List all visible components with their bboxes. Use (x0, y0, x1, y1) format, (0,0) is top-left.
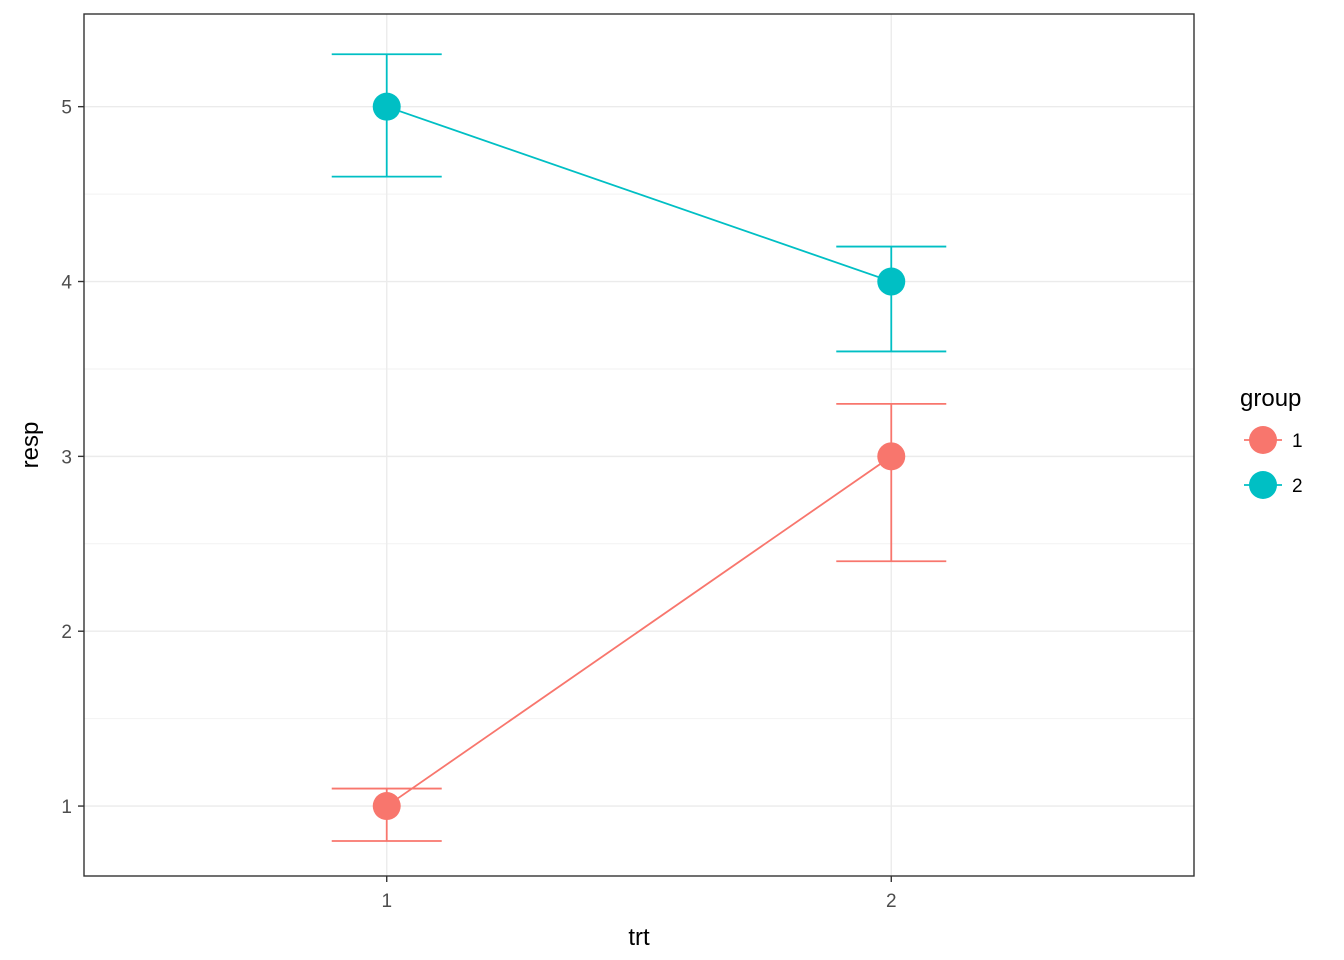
legend: group 12 (1240, 385, 1303, 499)
legend-key-point (1249, 471, 1277, 499)
series-layer (331, 53, 947, 842)
series-2 (331, 53, 947, 353)
data-point (877, 267, 906, 296)
legend-items: 12 (1244, 426, 1303, 499)
data-point (372, 92, 401, 121)
series-line (386, 105, 892, 283)
legend-item-2: 2 (1244, 471, 1303, 499)
plot-panel (84, 14, 1194, 876)
y-tick-label: 5 (61, 98, 72, 119)
plot-panel-border (83, 13, 1195, 877)
axis-ticks: 1 2 3 4 5 1 2 (61, 98, 896, 912)
y-tick-label: 2 (61, 622, 72, 643)
x-tick-label: 1 (381, 891, 392, 912)
legend-title: group (1240, 385, 1301, 412)
data-point (877, 442, 906, 471)
x-tick-label: 2 (886, 891, 897, 912)
y-tick-label: 3 (61, 447, 72, 468)
y-axis-title: resp (17, 422, 44, 469)
legend-key-point (1249, 426, 1277, 454)
series-line (386, 455, 892, 807)
legend-label: 2 (1292, 476, 1303, 497)
legend-label: 1 (1292, 431, 1303, 452)
legend-item-1: 1 (1244, 426, 1303, 454)
x-axis-title: trt (628, 924, 650, 951)
y-tick-label: 1 (61, 797, 72, 818)
y-tick-label: 4 (61, 273, 72, 294)
data-point (372, 792, 401, 821)
series-1 (331, 403, 947, 842)
